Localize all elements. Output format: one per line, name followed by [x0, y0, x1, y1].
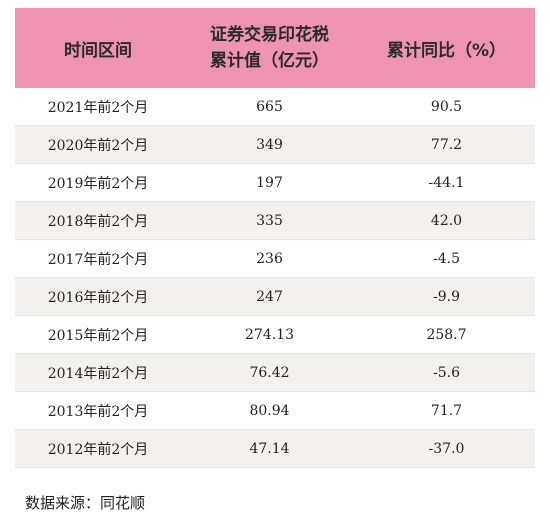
- cell-value: 665: [256, 98, 283, 115]
- cell-value: 274.13: [245, 326, 294, 343]
- cell-period: 2014年前2个月: [47, 365, 149, 382]
- cell-yoy: 90.5: [430, 98, 463, 115]
- header-value-line1: 证券交易印花税: [210, 25, 329, 45]
- header-value-line2: 累计值（亿元）: [210, 51, 329, 71]
- table-row: 2016年前2个月 247 -9.9: [15, 278, 535, 316]
- cell-value: 247: [256, 288, 283, 305]
- cell-period: 2012年前2个月: [47, 441, 149, 458]
- table-row: 2019年前2个月 197 -44.1: [15, 164, 535, 202]
- cell-yoy: -5.6: [433, 364, 460, 381]
- cell-yoy: -37.0: [428, 440, 465, 457]
- table-header: 时间区间 证券交易印花税 累计值（亿元） 累计同比（%）: [15, 8, 535, 88]
- cell-period: 2019年前2个月: [47, 175, 149, 192]
- header-period: 时间区间: [64, 40, 132, 61]
- cell-yoy: -44.1: [428, 174, 465, 191]
- cell-period: 2020年前2个月: [47, 137, 149, 154]
- cell-yoy: 42.0: [430, 212, 463, 229]
- table-row: 2013年前2个月 80.94 71.7: [15, 392, 535, 430]
- table-row: 2020年前2个月 349 77.2: [15, 126, 535, 164]
- cell-yoy: 258.7: [426, 326, 467, 343]
- cell-yoy: -9.9: [433, 288, 460, 305]
- cell-value: 76.42: [249, 364, 290, 381]
- header-yoy: 累计同比（%）: [386, 40, 507, 61]
- table-row: 2021年前2个月 665 90.5: [15, 88, 535, 126]
- cell-period: 2015年前2个月: [47, 327, 149, 344]
- cell-value: 47.14: [249, 440, 290, 457]
- stamp-tax-table: 时间区间 证券交易印花税 累计值（亿元） 累计同比（%） 2021年前2个月 6…: [15, 8, 535, 468]
- cell-yoy: 77.2: [430, 136, 463, 153]
- cell-value: 197: [256, 174, 283, 191]
- data-source-note: 数据来源：同花顺: [25, 494, 146, 512]
- table-row: 2017年前2个月 236 -4.5: [15, 240, 535, 278]
- table-row: 2012年前2个月 47.14 -37.0: [15, 430, 535, 468]
- cell-value: 349: [256, 136, 283, 153]
- table-row: 2015年前2个月 274.13 258.7: [15, 316, 535, 354]
- cell-period: 2018年前2个月: [47, 213, 149, 230]
- header-value: 证券交易印花税 累计值（亿元）: [181, 22, 358, 74]
- cell-value: 335: [256, 212, 283, 229]
- cell-period: 2016年前2个月: [47, 289, 149, 306]
- cell-period: 2021年前2个月: [47, 99, 149, 116]
- table-row: 2014年前2个月 76.42 -5.6: [15, 354, 535, 392]
- cell-value: 236: [256, 250, 283, 267]
- cell-period: 2013年前2个月: [47, 403, 149, 420]
- cell-yoy: 71.7: [430, 402, 463, 419]
- table-row: 2018年前2个月 335 42.0: [15, 202, 535, 240]
- cell-value: 80.94: [249, 402, 290, 419]
- cell-yoy: -4.5: [433, 250, 460, 267]
- cell-period: 2017年前2个月: [47, 251, 149, 268]
